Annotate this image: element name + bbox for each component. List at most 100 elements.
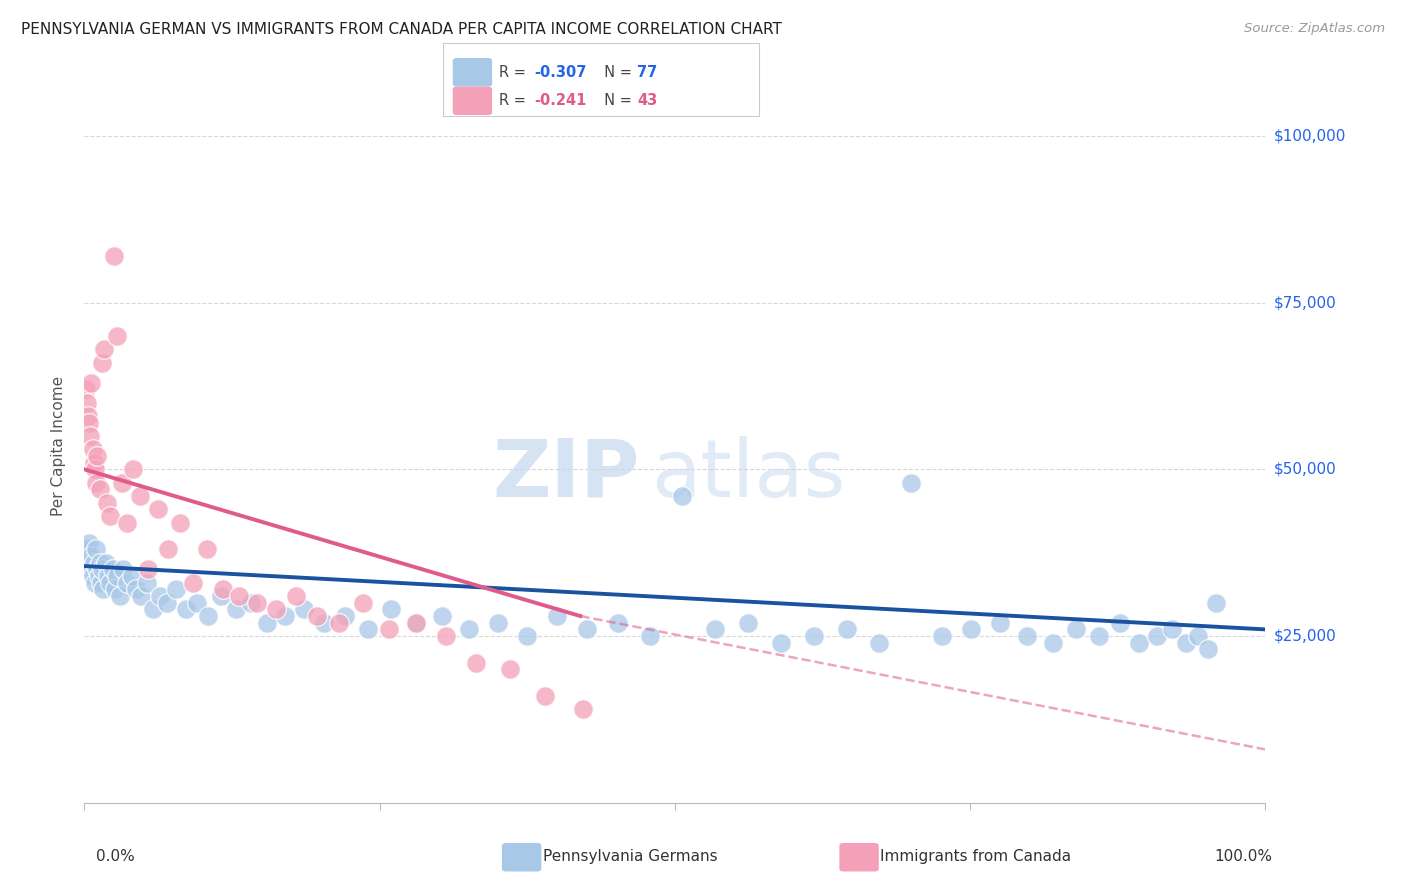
Point xyxy=(84,475,107,490)
Point xyxy=(94,556,117,570)
Point xyxy=(111,475,134,490)
Point xyxy=(225,602,247,616)
Text: N =: N = xyxy=(595,94,637,108)
Point xyxy=(498,662,520,676)
Text: R =: R = xyxy=(499,65,530,79)
Point xyxy=(314,615,336,630)
Point xyxy=(107,569,129,583)
Point xyxy=(86,562,108,576)
Point xyxy=(115,516,138,530)
Point xyxy=(142,602,165,616)
Point xyxy=(516,629,538,643)
Point xyxy=(432,609,454,624)
Point xyxy=(82,442,104,457)
Point xyxy=(571,702,593,716)
Point xyxy=(91,356,114,370)
Point xyxy=(434,629,457,643)
Point xyxy=(121,462,143,476)
Text: $100,000: $100,000 xyxy=(1274,128,1346,144)
Point xyxy=(405,615,427,630)
Text: 43: 43 xyxy=(637,94,657,108)
Point xyxy=(83,556,105,570)
Point xyxy=(576,623,599,637)
Point xyxy=(96,496,118,510)
Point xyxy=(136,562,159,576)
Point xyxy=(704,623,727,637)
Text: $50,000: $50,000 xyxy=(1274,462,1337,477)
Point xyxy=(98,575,121,590)
Point xyxy=(837,623,859,637)
Point xyxy=(77,535,100,549)
Point xyxy=(89,556,111,570)
Point xyxy=(84,542,107,557)
Point xyxy=(458,623,481,637)
Point xyxy=(186,596,208,610)
Text: Immigrants from Canada: Immigrants from Canada xyxy=(880,849,1071,863)
Point xyxy=(156,596,179,610)
Point xyxy=(868,636,890,650)
Point xyxy=(357,623,380,637)
Point xyxy=(75,382,97,396)
Point xyxy=(378,623,401,637)
Point xyxy=(671,489,693,503)
Point xyxy=(1187,629,1209,643)
Text: atlas: atlas xyxy=(651,435,845,514)
Point xyxy=(988,615,1011,630)
Point xyxy=(246,596,269,610)
Point xyxy=(93,343,115,357)
Point xyxy=(181,575,204,590)
Point xyxy=(83,456,105,470)
Point xyxy=(90,575,112,590)
Point xyxy=(465,656,488,670)
Point xyxy=(1042,636,1064,650)
Point xyxy=(129,589,152,603)
Text: PENNSYLVANIA GERMAN VS IMMIGRANTS FROM CANADA PER CAPITA INCOME CORRELATION CHAR: PENNSYLVANIA GERMAN VS IMMIGRANTS FROM C… xyxy=(21,22,782,37)
Point xyxy=(121,569,143,583)
Point xyxy=(1015,629,1038,643)
Point xyxy=(91,562,114,576)
Point xyxy=(1161,623,1184,637)
Point xyxy=(89,483,111,497)
Text: -0.307: -0.307 xyxy=(534,65,586,79)
Point xyxy=(335,609,357,624)
Point xyxy=(146,502,169,516)
Point xyxy=(256,615,278,630)
Point xyxy=(274,609,297,624)
Point xyxy=(284,589,307,603)
Point xyxy=(292,602,315,616)
Point xyxy=(157,542,180,557)
Point xyxy=(169,516,191,530)
Point xyxy=(197,609,219,624)
Point xyxy=(115,575,138,590)
Point xyxy=(209,589,232,603)
Point xyxy=(228,589,250,603)
Point xyxy=(931,629,953,643)
Text: Source: ZipAtlas.com: Source: ZipAtlas.com xyxy=(1244,22,1385,36)
Text: $25,000: $25,000 xyxy=(1274,629,1337,643)
Point xyxy=(79,562,101,576)
Point xyxy=(1175,636,1198,650)
Point xyxy=(960,623,983,637)
Point xyxy=(352,596,374,610)
Point xyxy=(101,562,124,576)
Point xyxy=(1146,629,1168,643)
Point xyxy=(195,542,218,557)
Point xyxy=(211,582,233,597)
Point xyxy=(1088,629,1111,643)
Point xyxy=(80,376,103,390)
Point xyxy=(1128,636,1150,650)
Point xyxy=(91,582,114,597)
Point xyxy=(84,462,107,476)
Point xyxy=(79,429,101,443)
Point xyxy=(803,629,825,643)
Point xyxy=(112,562,135,576)
Point xyxy=(84,575,107,590)
Text: -0.241: -0.241 xyxy=(534,94,586,108)
Point xyxy=(486,615,509,630)
Point xyxy=(380,602,402,616)
Point xyxy=(104,582,127,597)
Point xyxy=(76,395,98,409)
Point xyxy=(76,542,98,557)
Point xyxy=(328,615,350,630)
Point xyxy=(86,449,108,463)
